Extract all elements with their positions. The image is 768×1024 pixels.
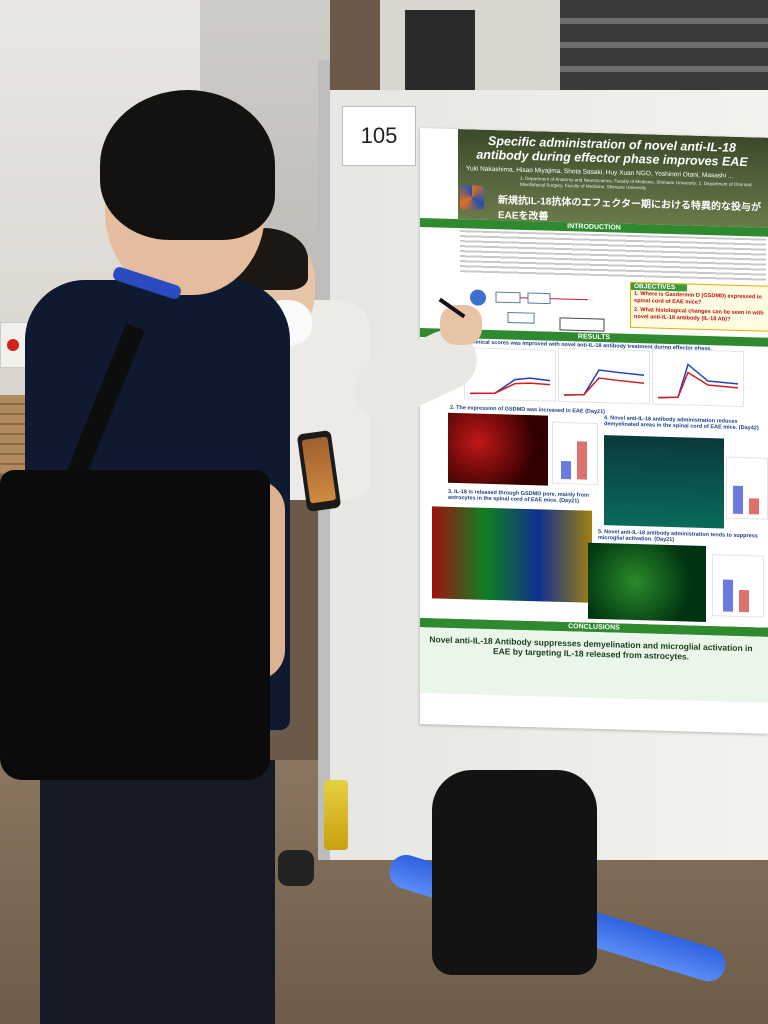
result-3-label: 3. IL-18 is released through GSDMD pore,… (448, 488, 589, 505)
visitor-hair (100, 90, 275, 240)
research-poster: Specific administration of novel anti-IL… (420, 128, 768, 734)
microglia-bar-chart (712, 554, 764, 618)
black-tote-bag (0, 470, 270, 780)
microglia-micrograph (588, 542, 706, 622)
objective-2: 2. What histological changes can be seen… (634, 306, 764, 323)
university-logo (460, 185, 484, 210)
clinical-score-chart-2 (558, 347, 650, 405)
objectives-box: OBJECTIVES 1. Where is Gasdermin D (GSDM… (630, 281, 768, 332)
demyelination-micrograph (604, 435, 724, 529)
demyelination-bar-chart (726, 456, 768, 520)
ceiling (560, 0, 768, 95)
clinical-score-chart-3 (652, 348, 744, 408)
astrocyte-micrograph-grid (432, 506, 592, 603)
gsdmd-micrograph (448, 412, 548, 486)
tea-bottle (324, 780, 348, 850)
clinical-score-chart-1 (464, 347, 556, 402)
gsdmd-bar-chart (552, 421, 598, 485)
introduction-text (460, 230, 766, 283)
doorway (405, 10, 475, 100)
visitor-pants (40, 760, 275, 1024)
poster-number-card: 105 (342, 106, 416, 166)
presenter-shoe (278, 850, 314, 886)
inflammasome-diagram (470, 289, 605, 332)
result-4-label: 4. Novel anti-IL-18 antibody administrat… (604, 415, 759, 432)
black-backpack (432, 770, 597, 975)
